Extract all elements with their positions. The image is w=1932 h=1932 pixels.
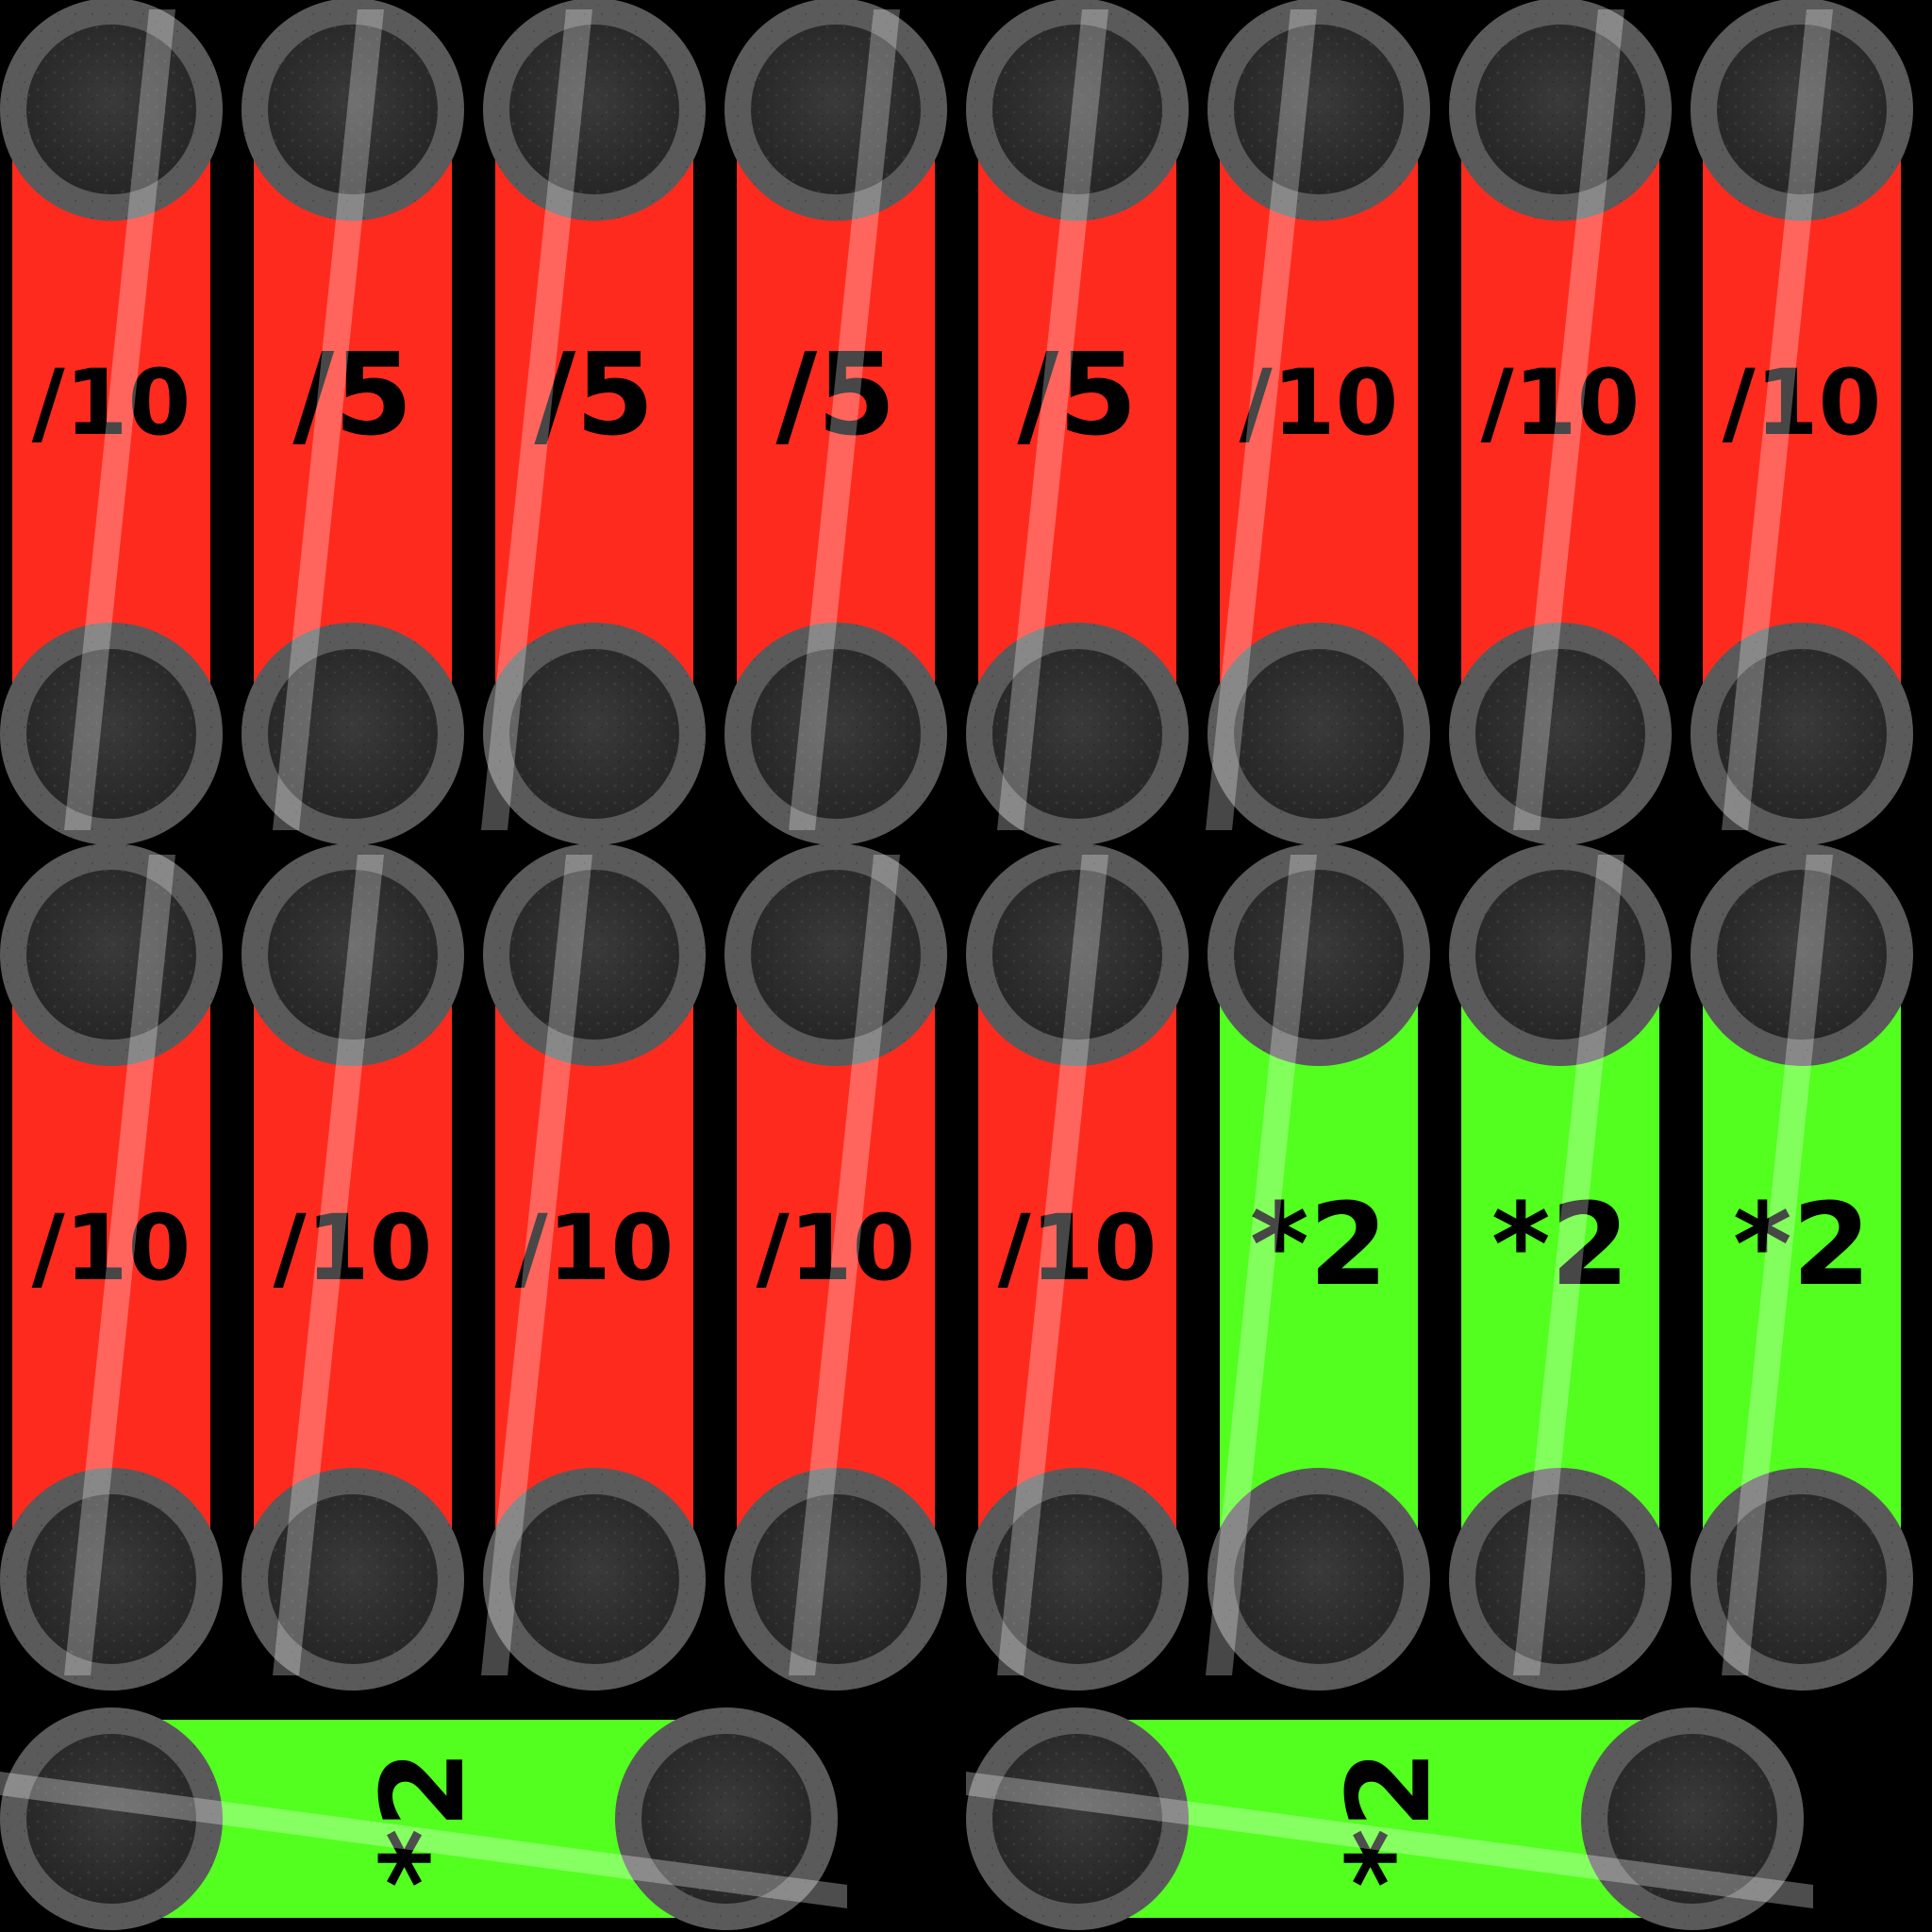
tube-tile-1-1: /10	[0, 0, 223, 845]
tube-cap-top	[0, 843, 223, 1066]
tube-label: /10	[1723, 350, 1882, 456]
tube-cap-bottom	[1449, 623, 1672, 845]
tube-tile-1-2: /5	[242, 0, 464, 845]
tube-label: /5	[292, 330, 412, 461]
tube-tile-2-6: *2	[1206, 843, 1430, 1690]
tube-tile-horizontal-1: *2	[0, 1707, 847, 1930]
tube-label: *2	[1491, 1180, 1629, 1311]
shine-highlight	[0, 1772, 847, 1908]
tube-tile-1-8: /10	[1690, 0, 1913, 845]
tube-cap-top	[242, 843, 464, 1066]
tube-cap-bottom	[966, 623, 1189, 845]
tube-tile-2-1: /10	[0, 843, 223, 1690]
tube-label: /10	[1240, 350, 1399, 456]
tube-tile-1-5: /5	[966, 0, 1189, 845]
tube-cap-top	[724, 843, 947, 1066]
tube-cap-top	[1449, 0, 1672, 221]
tube-cap-bottom	[724, 1468, 947, 1690]
tube-cap-top	[724, 0, 947, 221]
tube-label: *2	[1324, 1750, 1456, 1888]
tube-cap-bottom	[966, 1468, 1189, 1690]
tube-cap-top	[966, 843, 1189, 1066]
tube-label: /10	[274, 1195, 433, 1301]
shine-highlight	[789, 9, 900, 830]
shine-highlight	[789, 855, 900, 1675]
tube-label: /10	[32, 350, 192, 456]
tube-label: /5	[534, 330, 654, 461]
tube-cap-top	[1449, 843, 1672, 1066]
tube-tile-2-4: /10	[724, 843, 947, 1690]
tube-cap-bottom	[724, 623, 947, 845]
tube-tile-2-7: *2	[1449, 843, 1672, 1690]
shine-highlight	[1206, 855, 1317, 1675]
tube-cap-top	[1690, 0, 1913, 221]
tube-label: /10	[1481, 350, 1641, 456]
tube-cap-bottom	[483, 1468, 706, 1690]
tube-tile-2-3: /10	[481, 843, 706, 1690]
tube-tile-2-8: *2	[1690, 843, 1913, 1690]
shine-highlight	[997, 9, 1108, 830]
tube-tile-1-4: /5	[724, 0, 947, 845]
shine-highlight	[481, 9, 592, 830]
tube-cap-top	[1690, 843, 1913, 1066]
tube-cap-top	[1208, 0, 1430, 221]
tube-cap-top	[483, 0, 706, 221]
tube-label: *2	[358, 1750, 490, 1888]
shine-highlight	[1722, 855, 1833, 1675]
tube-cap-top	[0, 0, 223, 221]
tube-label: /10	[998, 1195, 1158, 1301]
tube-cap-bottom	[483, 623, 706, 845]
tube-cap-top	[483, 843, 706, 1066]
tube-label: *2	[1250, 1180, 1388, 1311]
tube-cap-top	[966, 0, 1189, 221]
tube-tile-1-7: /10	[1449, 0, 1672, 845]
tube-tile-2-5: /10	[966, 843, 1189, 1690]
shine-highlight	[1722, 9, 1833, 830]
tube-cap-bottom	[1208, 1468, 1430, 1690]
tube-cap-right	[615, 1707, 838, 1930]
shine-highlight	[1206, 9, 1317, 830]
tube-cap-bottom	[242, 1468, 464, 1690]
tube-cap-right	[1581, 1707, 1804, 1930]
shine-highlight	[1513, 9, 1624, 830]
shine-highlight	[273, 855, 384, 1675]
tube-label: /10	[515, 1195, 675, 1301]
tube-tile-horizontal-2: *2	[966, 1707, 1813, 1930]
shine-highlight	[64, 855, 175, 1675]
tube-label: /10	[32, 1195, 192, 1301]
shine-highlight	[64, 9, 175, 830]
shine-highlight	[481, 855, 592, 1675]
tube-cap-bottom	[1690, 1468, 1913, 1690]
tube-cap-top	[1208, 843, 1430, 1066]
tube-cap-bottom	[1449, 1468, 1672, 1690]
tube-cap-bottom	[0, 623, 223, 845]
shine-highlight	[966, 1772, 1813, 1908]
tube-cap-left	[0, 1707, 223, 1930]
shine-highlight	[997, 855, 1108, 1675]
tube-cap-bottom	[242, 623, 464, 845]
tube-cap-bottom	[1208, 623, 1430, 845]
shine-highlight	[273, 9, 384, 830]
tube-cap-top	[242, 0, 464, 221]
tube-cap-bottom	[1690, 623, 1913, 845]
tube-label: /5	[775, 330, 895, 461]
tube-cap-bottom	[0, 1468, 223, 1690]
tube-tile-1-6: /10	[1206, 0, 1430, 845]
tube-label: *2	[1733, 1180, 1871, 1311]
tube-cap-left	[966, 1707, 1189, 1930]
shine-highlight	[1513, 855, 1624, 1675]
tube-label: /10	[757, 1195, 916, 1301]
tube-label: /5	[1017, 330, 1137, 461]
tube-tile-1-3: /5	[481, 0, 706, 845]
tube-tile-2-2: /10	[242, 843, 464, 1690]
